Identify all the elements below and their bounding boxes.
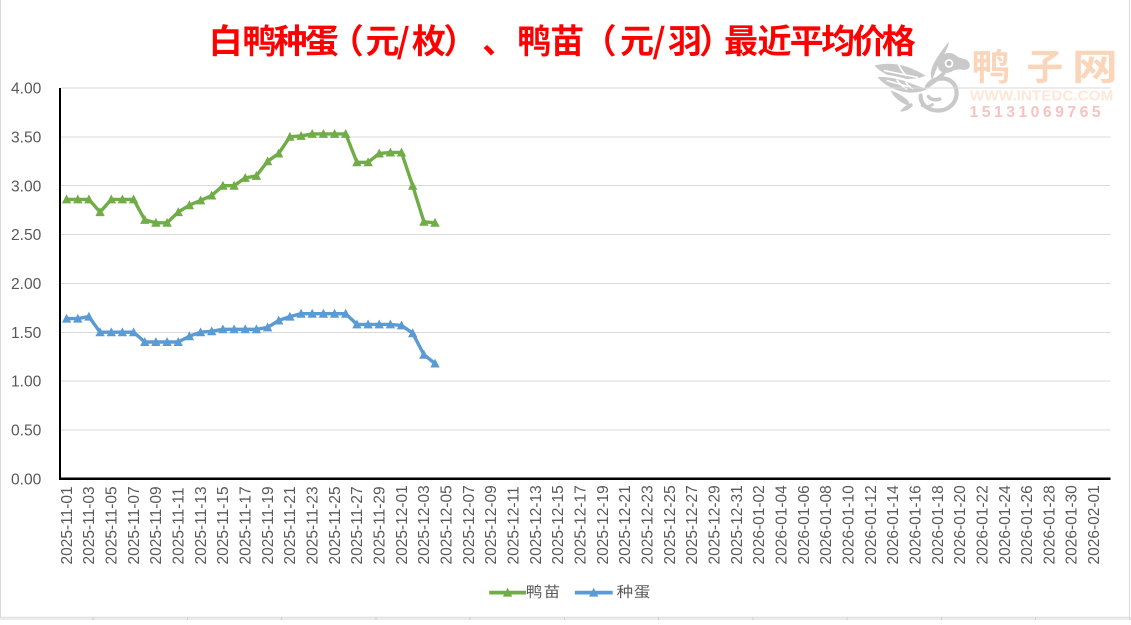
svg-text:0.00: 0.00 bbox=[11, 471, 42, 488]
svg-text:2.00: 2.00 bbox=[11, 276, 42, 293]
svg-text:2025-11-11: 2025-11-11 bbox=[171, 488, 188, 565]
svg-text:2025-11-17: 2025-11-17 bbox=[238, 486, 255, 564]
svg-text:2026-01-10: 2026-01-10 bbox=[840, 485, 857, 565]
svg-text:WWW.INTEDC.COM: WWW.INTEDC.COM bbox=[970, 88, 1113, 105]
svg-text:3.00: 3.00 bbox=[11, 178, 42, 195]
svg-text:1.00: 1.00 bbox=[11, 374, 42, 391]
svg-text:2026-01-02: 2026-01-02 bbox=[751, 485, 768, 564]
svg-text:1.50: 1.50 bbox=[11, 325, 42, 342]
svg-text:2025-12-17: 2025-12-17 bbox=[573, 485, 590, 564]
svg-text:2026-01-06: 2026-01-06 bbox=[796, 485, 813, 564]
svg-text:2025-12-07: 2025-12-07 bbox=[461, 485, 478, 564]
svg-text:2025-12-31: 2025-12-31 bbox=[729, 485, 746, 564]
svg-text:2.50: 2.50 bbox=[11, 227, 42, 244]
svg-text:2025-11-03: 2025-11-03 bbox=[81, 486, 98, 564]
svg-text:2025-12-23: 2025-12-23 bbox=[640, 485, 657, 564]
svg-text:2025-11-01: 2025-11-01 bbox=[59, 486, 76, 564]
svg-text:2026-01-22: 2026-01-22 bbox=[974, 485, 991, 564]
svg-text:2025-11-29: 2025-11-29 bbox=[372, 486, 389, 564]
svg-text:2026-01-18: 2026-01-18 bbox=[930, 485, 947, 564]
svg-text:2025-11-13: 2025-11-13 bbox=[193, 486, 210, 564]
svg-text:2026-02-01: 2026-02-01 bbox=[1086, 485, 1103, 564]
svg-text:2025-11-07: 2025-11-07 bbox=[126, 486, 143, 564]
svg-text:2025-12-21: 2025-12-21 bbox=[617, 485, 634, 564]
svg-text:2025-12-27: 2025-12-27 bbox=[684, 485, 701, 564]
svg-text:2025-12-15: 2025-12-15 bbox=[550, 485, 567, 564]
svg-text:2025-11-19: 2025-11-19 bbox=[260, 486, 277, 564]
svg-text:2026-01-12: 2026-01-12 bbox=[863, 485, 880, 564]
svg-text:0.50: 0.50 bbox=[11, 423, 42, 440]
svg-text:2025-11-23: 2025-11-23 bbox=[305, 486, 322, 564]
svg-text:2025-12-05: 2025-12-05 bbox=[439, 485, 456, 564]
svg-text:2025-11-21: 2025-11-21 bbox=[282, 486, 299, 564]
svg-text:2025-11-27: 2025-11-27 bbox=[349, 486, 366, 564]
svg-text:2025-12-19: 2025-12-19 bbox=[595, 485, 612, 564]
svg-text:2025-12-11: 2025-12-11 bbox=[506, 486, 523, 564]
svg-text:2026-01-24: 2026-01-24 bbox=[997, 485, 1014, 565]
svg-text:2025-11-05: 2025-11-05 bbox=[104, 486, 121, 564]
svg-text:2025-12-01: 2025-12-01 bbox=[394, 485, 411, 564]
svg-text:2026-01-14: 2026-01-14 bbox=[885, 485, 902, 565]
svg-text:2026-01-20: 2026-01-20 bbox=[952, 485, 969, 565]
svg-text:2025-12-09: 2025-12-09 bbox=[483, 485, 500, 564]
svg-text:2026-01-08: 2026-01-08 bbox=[818, 485, 835, 564]
svg-text:2025-11-15: 2025-11-15 bbox=[215, 486, 232, 564]
svg-text:2026-01-30: 2026-01-30 bbox=[1064, 485, 1081, 565]
svg-text:2025-11-25: 2025-11-25 bbox=[327, 486, 344, 564]
svg-text:2025-12-13: 2025-12-13 bbox=[528, 485, 545, 564]
svg-text:2026-01-16: 2026-01-16 bbox=[907, 485, 924, 564]
svg-text:15131069765: 15131069765 bbox=[970, 104, 1105, 121]
svg-text:3.50: 3.50 bbox=[11, 129, 42, 146]
svg-text:2025-12-29: 2025-12-29 bbox=[707, 485, 724, 564]
svg-text:2026-01-04: 2026-01-04 bbox=[774, 485, 791, 565]
svg-text:2026-01-28: 2026-01-28 bbox=[1041, 485, 1058, 564]
svg-text:2025-12-25: 2025-12-25 bbox=[662, 485, 679, 564]
svg-text:2025-12-03: 2025-12-03 bbox=[416, 485, 433, 564]
svg-text:2026-01-26: 2026-01-26 bbox=[1019, 485, 1036, 564]
svg-text:2025-11-09: 2025-11-09 bbox=[148, 486, 165, 564]
svg-text:4.00: 4.00 bbox=[11, 81, 42, 98]
